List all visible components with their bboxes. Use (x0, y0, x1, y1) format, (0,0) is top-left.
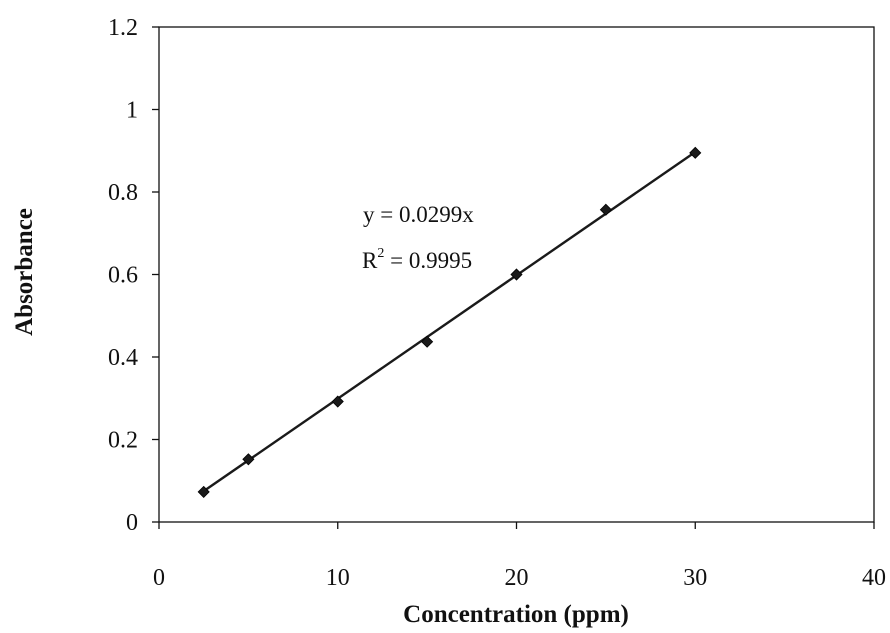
x-tick-label: 30 (683, 565, 707, 591)
trendline (203, 150, 696, 493)
data-point (197, 485, 210, 498)
x-axis-title: Concentration (ppm) (403, 601, 629, 628)
data-point (510, 268, 523, 281)
y-tick-label: 0.6 (108, 263, 138, 289)
y-tick-label: 0.4 (108, 345, 138, 371)
x-axis-ticks: 0 10 20 30 40 (153, 522, 886, 591)
data-point (689, 146, 702, 159)
data-point (421, 335, 434, 348)
r-squared-prefix: R (362, 248, 378, 273)
r-squared-superscript: 2 (377, 246, 384, 261)
y-tick-label: 0 (126, 510, 138, 536)
equation-annotation: y = 0.0299x (363, 202, 474, 227)
r-squared-value: = 0.9995 (384, 248, 472, 273)
y-axis-ticks: 0 0.2 0.4 0.6 0.8 1 1.2 (108, 15, 159, 536)
data-point (242, 453, 255, 466)
y-tick-label: 0.2 (108, 428, 138, 454)
y-axis-title: Absorbance (11, 208, 38, 336)
data-point (331, 395, 344, 408)
x-tick-label: 0 (153, 565, 165, 591)
x-tick-label: 40 (862, 565, 886, 591)
r-squared-annotation: R2 = 0.9995 (362, 246, 472, 273)
y-tick-label: 1 (126, 98, 138, 124)
y-tick-label: 0.8 (108, 180, 138, 206)
x-tick-label: 10 (326, 565, 350, 591)
data-point (599, 203, 612, 216)
y-tick-label: 1.2 (108, 15, 138, 41)
data-points (197, 146, 702, 498)
x-tick-label: 20 (505, 565, 529, 591)
